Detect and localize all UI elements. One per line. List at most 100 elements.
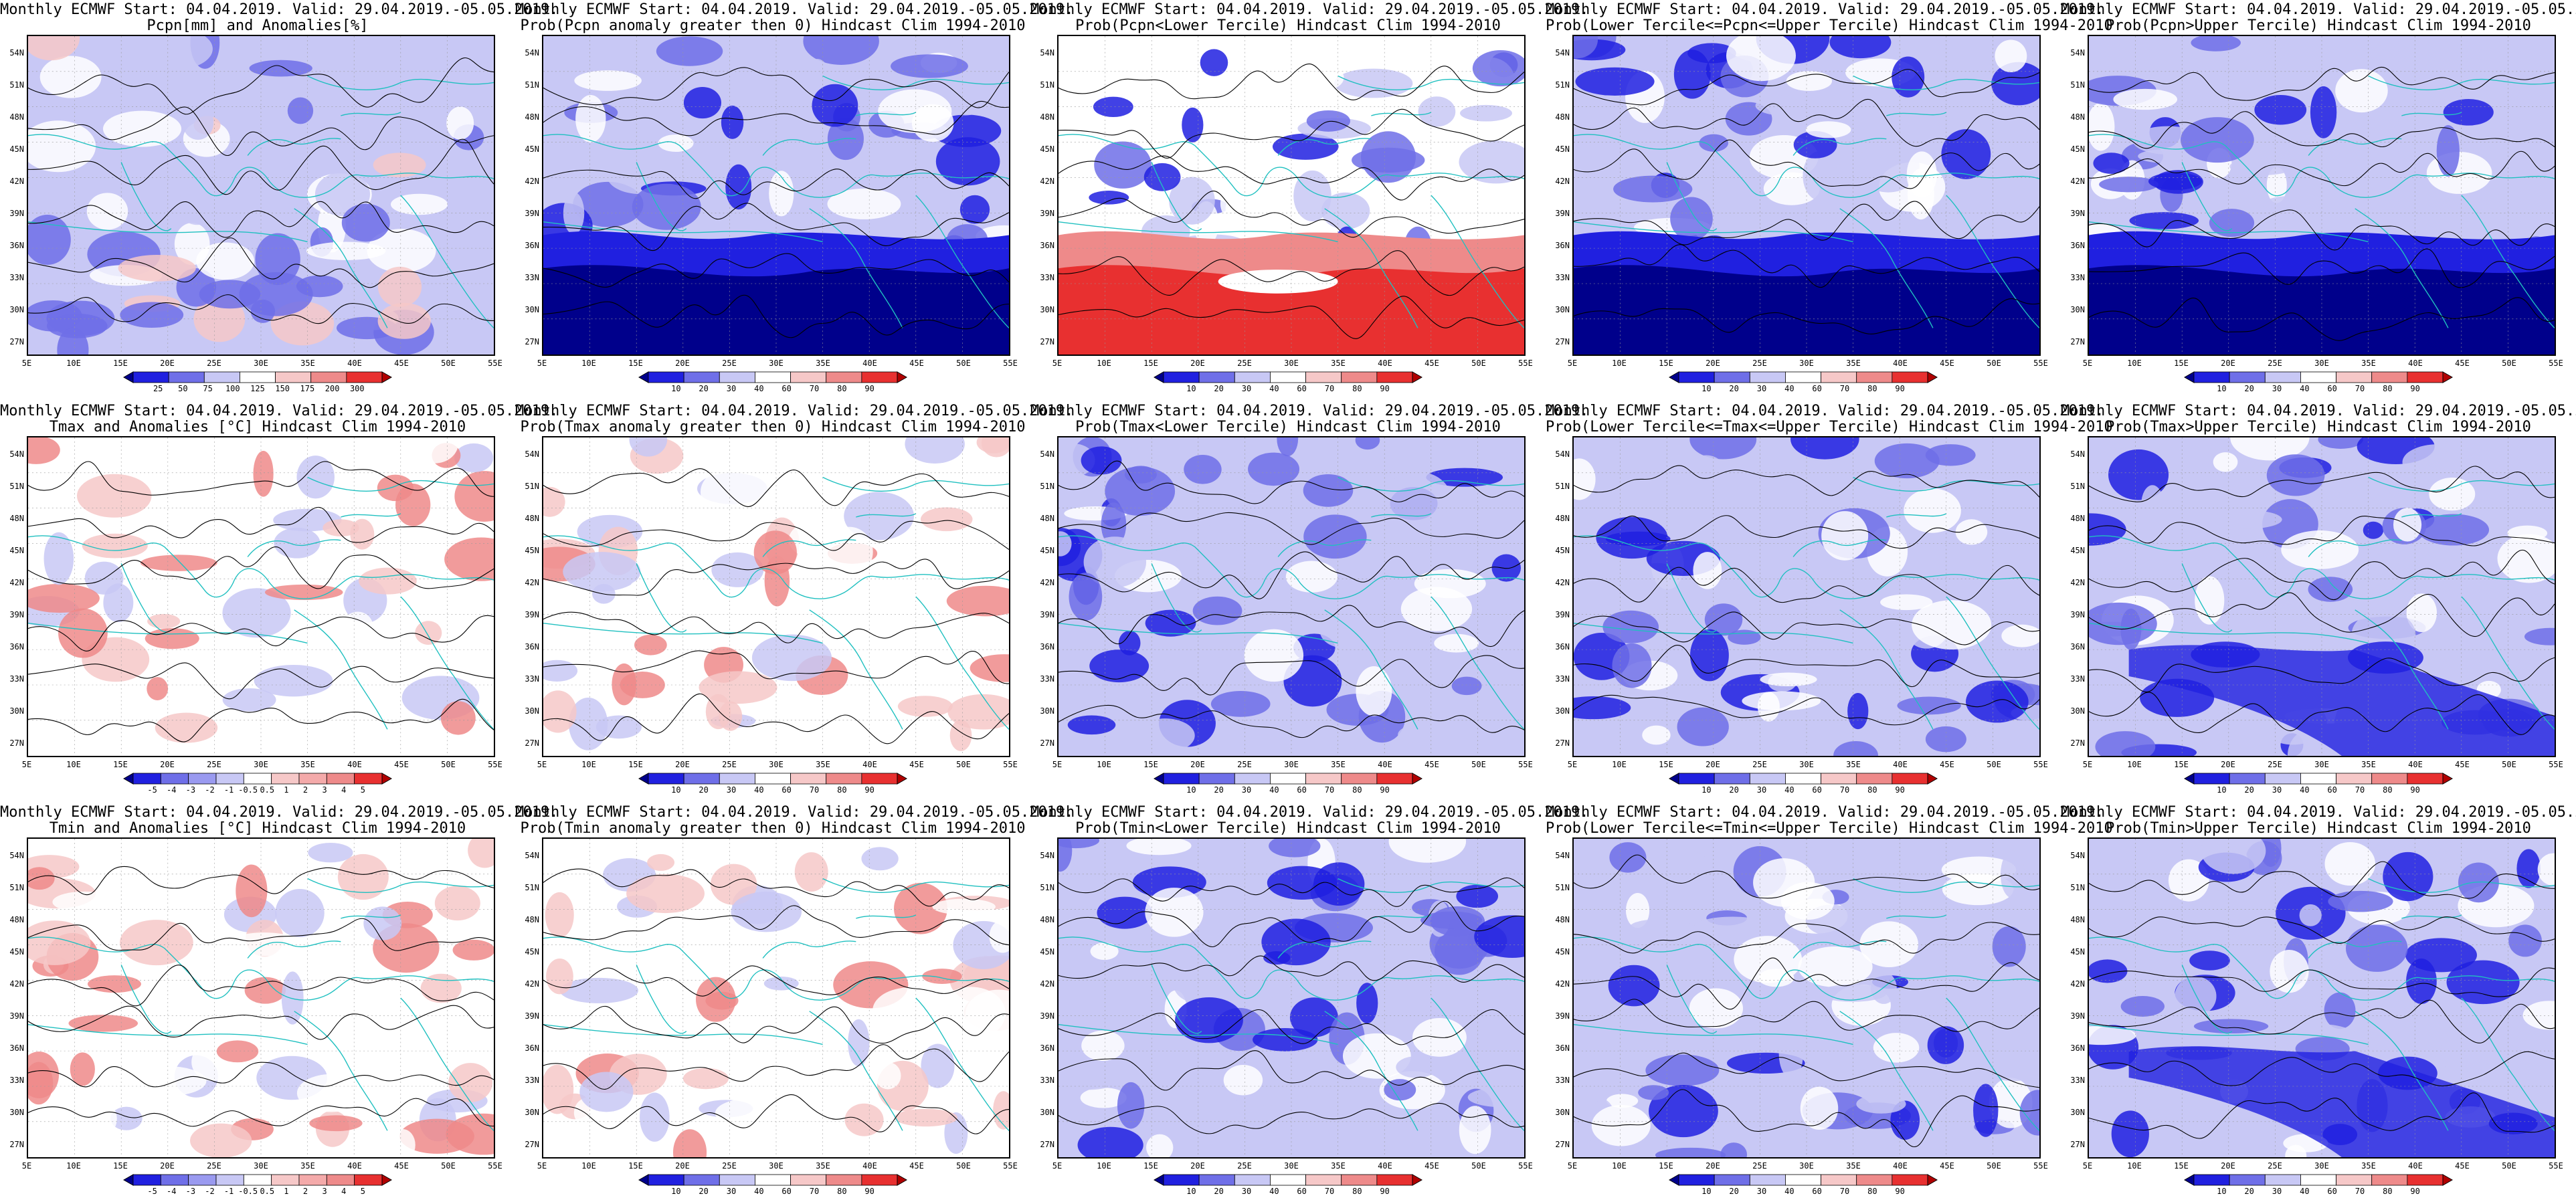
colorbar-swatch bbox=[2371, 1174, 2408, 1186]
colorbar-swatch bbox=[326, 1174, 355, 1186]
field-blob bbox=[1677, 707, 1729, 746]
colorbar-swatch bbox=[271, 1174, 300, 1186]
colorbar-label: 80 bbox=[1867, 384, 1877, 393]
coastline bbox=[543, 1023, 823, 1045]
field-blob bbox=[699, 671, 777, 704]
field-blob bbox=[2093, 153, 2130, 174]
coastline bbox=[2355, 208, 2449, 328]
field-blob bbox=[1248, 452, 1300, 486]
colorbar-swatch bbox=[160, 1174, 189, 1186]
field-blob bbox=[130, 1066, 207, 1096]
contour-line bbox=[2089, 592, 2555, 637]
map-field bbox=[28, 839, 494, 1157]
colorbar-label: 30 bbox=[726, 785, 737, 795]
coastline bbox=[1059, 535, 1524, 599]
field-blob bbox=[794, 852, 828, 892]
colorbar-swatch bbox=[1714, 1174, 1750, 1186]
coastline bbox=[247, 940, 341, 959]
contour-line bbox=[1059, 108, 1524, 159]
lat-tick-label: 54N bbox=[2070, 449, 2085, 459]
coastline bbox=[341, 112, 401, 116]
colorbar-label: 70 bbox=[809, 785, 820, 795]
map-plot-area bbox=[27, 436, 495, 757]
field-blob bbox=[373, 153, 426, 178]
contour-line bbox=[543, 905, 1009, 946]
lon-tick-label: 5E bbox=[2082, 359, 2093, 368]
contour-line bbox=[1059, 877, 1524, 907]
coastline bbox=[400, 596, 494, 730]
map-plot-area bbox=[1057, 837, 1526, 1159]
colorbar-swatch bbox=[1234, 773, 1271, 785]
colorbar-label: -5 bbox=[147, 1187, 157, 1196]
colorbar-label: 40 bbox=[1784, 384, 1795, 393]
colorbar-label: 20 bbox=[1214, 785, 1224, 795]
colorbar-label: -4 bbox=[166, 1187, 177, 1196]
coastline bbox=[1574, 221, 1853, 243]
field-blob bbox=[731, 892, 802, 932]
colorbar-swatch bbox=[271, 773, 300, 785]
tmax-prob-positive-map: Monthly ECMWF Start: 04.04.2019. Valid: … bbox=[515, 401, 1073, 803]
lon-tick-label: 20E bbox=[160, 359, 175, 368]
field-blob bbox=[2443, 99, 2494, 126]
lon-tick-label: 50E bbox=[1987, 1161, 2001, 1171]
field-blob bbox=[574, 70, 642, 91]
colorbar-label: 20 bbox=[1729, 1187, 1739, 1196]
lat-tick-label: 48N bbox=[2070, 915, 2085, 924]
field-blob bbox=[216, 1040, 259, 1063]
lon-tick-label: 35E bbox=[816, 1161, 830, 1171]
lon-tick-label: 55E bbox=[488, 760, 502, 769]
lon-tick-label: 45E bbox=[909, 1161, 924, 1171]
coastline bbox=[247, 138, 341, 156]
field-blob bbox=[1720, 1142, 1748, 1157]
lon-tick-label: 35E bbox=[1846, 359, 1861, 368]
map-plot-area bbox=[2088, 436, 2556, 757]
field-blob bbox=[1434, 633, 1479, 653]
field-blob bbox=[959, 195, 990, 224]
field-blob bbox=[1630, 918, 1693, 934]
tmin-prob-middle-map: Monthly ECMWF Start: 04.04.2019. Valid: … bbox=[1546, 803, 2113, 1204]
coastline bbox=[2368, 476, 2555, 492]
colorbar-label: 10 bbox=[671, 1187, 681, 1196]
colorbar-swatch bbox=[132, 1174, 161, 1186]
colorbar bbox=[638, 371, 908, 383]
colorbar-swatch bbox=[1785, 371, 1821, 383]
field-blob bbox=[2383, 851, 2433, 902]
colorbar bbox=[1153, 773, 1423, 785]
lat-tick-label: 36N bbox=[1040, 1043, 1054, 1053]
map-plot-area bbox=[1572, 837, 2041, 1159]
lat-tick-label: 33N bbox=[2070, 273, 2085, 282]
lon-tick-label: 45E bbox=[2455, 1161, 2470, 1171]
panel-title-line1: Monthly ECMWF Start: 04.04.2019. Valid: … bbox=[1030, 804, 1589, 821]
field-blob bbox=[1211, 871, 1263, 918]
contour-line bbox=[1574, 611, 2039, 645]
colorbar-label: 10 bbox=[671, 785, 681, 795]
lat-tick-label: 39N bbox=[525, 1011, 539, 1021]
lat-tick-label: 45N bbox=[9, 947, 24, 957]
field-blob bbox=[1143, 163, 1181, 191]
colorbar-end-left bbox=[2183, 371, 2195, 383]
field-blob bbox=[39, 56, 102, 98]
lon-tick-label: 40E bbox=[347, 760, 362, 769]
lat-tick-label: 51N bbox=[525, 883, 539, 892]
field-blob bbox=[1200, 49, 1228, 76]
lon-tick-label: 55E bbox=[2549, 359, 2563, 368]
colorbar-label: 20 bbox=[699, 384, 709, 393]
lat-tick-label: 42N bbox=[1555, 979, 1570, 989]
colorbar-label: 90 bbox=[2410, 785, 2420, 795]
field-blob bbox=[428, 603, 494, 622]
field-blob bbox=[2266, 454, 2325, 496]
coastline bbox=[1151, 162, 1202, 231]
contour-line bbox=[1574, 69, 2039, 106]
map-plot-area bbox=[1057, 35, 1526, 356]
field-blob bbox=[2516, 849, 2541, 888]
coastline bbox=[2308, 539, 2402, 557]
field-blob bbox=[872, 987, 947, 1033]
lon-tick-label: 5E bbox=[1567, 1161, 1578, 1171]
colorbar-swatch bbox=[648, 773, 684, 785]
lat-tick-label: 30N bbox=[525, 1108, 539, 1117]
field-blob bbox=[2099, 177, 2159, 193]
field-blob bbox=[1474, 915, 1524, 958]
lon-tick-label: 10E bbox=[66, 359, 81, 368]
field-blob bbox=[118, 255, 196, 282]
field-blob bbox=[1447, 37, 1476, 58]
